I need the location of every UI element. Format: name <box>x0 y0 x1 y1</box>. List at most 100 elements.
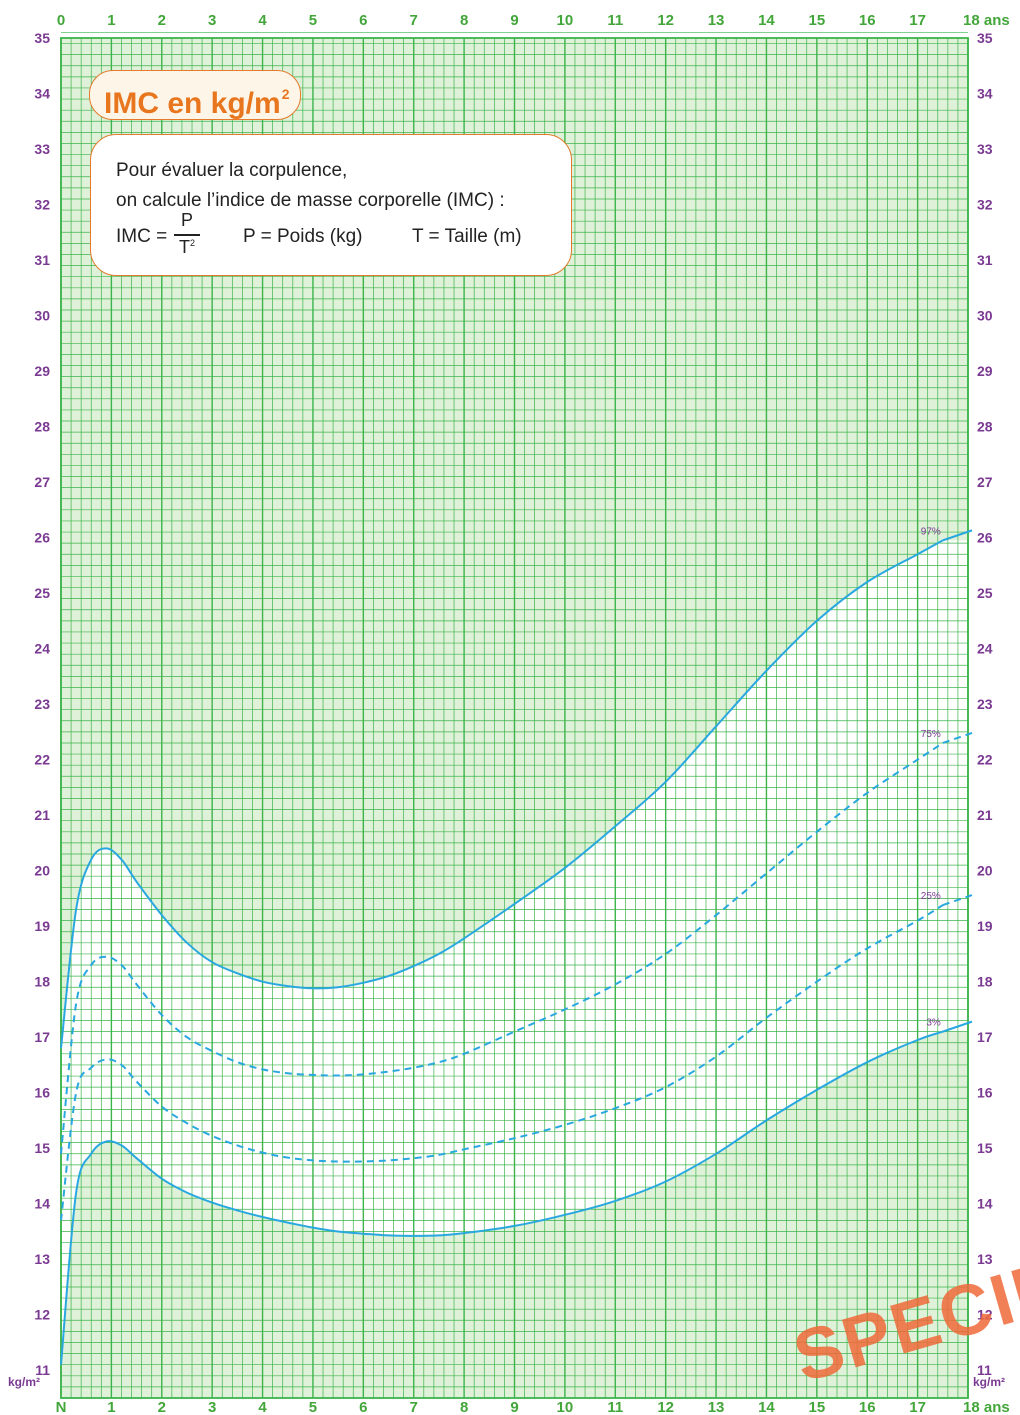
imc-label: IMC = <box>116 226 168 247</box>
y-tick-right: 32 <box>977 197 993 213</box>
x-tick-top: 0 <box>57 12 65 29</box>
y-tick-left: 33 <box>34 141 50 157</box>
y-tick-left: 25 <box>34 585 50 601</box>
y-tick-left: 13 <box>34 1251 50 1267</box>
info-line-2: on calcule l’indice de masse corporelle … <box>116 190 505 211</box>
y-tick-right: 13 <box>977 1251 993 1267</box>
plot-frame <box>60 37 969 1399</box>
chart-title-frame <box>89 70 301 120</box>
imc-formula-box <box>90 134 572 276</box>
y-tick-left: 30 <box>34 308 50 324</box>
y-tick-right: 17 <box>977 1029 993 1045</box>
y-tick-right: 18 <box>977 974 993 990</box>
y-tick-right: 22 <box>977 752 993 768</box>
curve-tail-3pct <box>942 1020 973 1033</box>
percentile-label-97pct: 97% <box>921 526 941 537</box>
y-tick-right: 16 <box>977 1085 993 1101</box>
poids-definition: P = Poids (kg) <box>243 226 363 247</box>
percentile-label-25pct: 25% <box>921 891 941 902</box>
x-tick-top: 16 <box>859 12 876 29</box>
y-tick-left: 14 <box>34 1196 50 1212</box>
x-tick-top: 11 <box>607 12 623 29</box>
x-tick-bottom: 9 <box>510 1399 518 1415</box>
y-tick-left: 31 <box>34 252 50 268</box>
y-tick-right: 33 <box>977 141 993 157</box>
x-tick-top: 12 <box>657 12 674 29</box>
y-tick-right: 31 <box>977 252 993 268</box>
y-tick-left: 23 <box>34 696 50 712</box>
y-tick-left: 18 <box>34 974 50 990</box>
y-unit-right: kg/m² <box>973 1375 1005 1389</box>
x-tick-bottom: 8 <box>460 1399 468 1415</box>
x-tick-top: 13 <box>708 12 725 29</box>
x-tick-bottom: 15 <box>808 1399 825 1415</box>
x-tick-bottom: 10 <box>557 1399 574 1415</box>
y-tick-left: 11 <box>35 1362 50 1378</box>
y-tick-left: 24 <box>34 641 50 657</box>
y-tick-right: 19 <box>977 918 993 934</box>
y-tick-right: 34 <box>977 86 993 102</box>
taille-definition: T = Taille (m) <box>412 226 522 247</box>
y-tick-right: 20 <box>977 863 993 879</box>
curve-3pct <box>60 1030 944 1365</box>
x-tick-top: 15 <box>808 12 825 29</box>
x-tick-top: 14 <box>758 12 775 29</box>
x-tick-bottom: 18 ans <box>963 1399 1010 1415</box>
curve-tail-75pct <box>942 732 973 744</box>
y-tick-right: 28 <box>977 419 993 435</box>
x-tick-bottom: 11 <box>607 1399 623 1415</box>
x-tick-top: 10 <box>557 12 574 29</box>
y-tick-right: 26 <box>977 530 993 546</box>
y-tick-left: 29 <box>34 363 50 379</box>
y-tick-right: 27 <box>977 474 993 490</box>
y-tick-left: 32 <box>34 197 50 213</box>
y-tick-right: 14 <box>977 1196 993 1212</box>
curve-tail-25pct <box>942 894 973 907</box>
x-tick-bottom: 2 <box>158 1399 166 1415</box>
y-tick-left: 34 <box>34 86 50 102</box>
x-tick-top: 8 <box>460 12 468 29</box>
x-tick-bottom: 14 <box>758 1399 775 1415</box>
y-tick-right: 35 <box>977 30 993 46</box>
y-tick-left: 21 <box>34 807 50 823</box>
x-tick-top: 17 <box>909 12 926 29</box>
grid <box>60 32 969 1399</box>
x-tick-bottom: 17 <box>909 1399 926 1415</box>
y-tick-left: 28 <box>34 419 50 435</box>
percentile-curves: 97% 75% 25% 3% <box>60 526 973 1365</box>
formula-denominator: T2 <box>179 237 196 257</box>
y-tick-left: 19 <box>34 918 50 934</box>
y-tick-right: 30 <box>977 308 993 324</box>
curve-tail-97pct <box>942 529 973 542</box>
x-tick-bottom: 7 <box>410 1399 418 1415</box>
y-unit-left: kg/m² <box>8 1375 40 1389</box>
x-tick-bottom: 16 <box>859 1399 876 1415</box>
percentile-label-3pct: 3% <box>926 1018 941 1029</box>
y-tick-left: 22 <box>34 752 50 768</box>
y-tick-right: 15 <box>977 1140 993 1156</box>
info-line-1: Pour évaluer la corpulence, <box>116 160 348 181</box>
x-tick-top: 7 <box>410 12 418 29</box>
x-tick-bottom: 5 <box>309 1399 317 1415</box>
y-tick-right: 25 <box>977 585 993 601</box>
x-tick-top: 4 <box>258 12 267 29</box>
x-tick-top: 6 <box>359 12 367 29</box>
curve-25pct <box>60 904 944 1221</box>
y-tick-right: 23 <box>977 696 993 712</box>
y-tick-left: 26 <box>34 530 50 546</box>
formula-numerator: P <box>181 210 194 230</box>
x-tick-top: 2 <box>158 12 166 29</box>
y-tick-right: 21 <box>977 807 993 823</box>
chart-title: IMC en kg/m2 <box>104 86 290 120</box>
y-tick-right: 12 <box>977 1307 993 1323</box>
y-tick-left: 12 <box>34 1307 50 1323</box>
x-tick-top: 18 ans <box>963 12 1010 29</box>
y-tick-left: 17 <box>34 1029 50 1045</box>
x-tick-bottom: N <box>56 1399 67 1415</box>
x-tick-top: 9 <box>510 12 518 29</box>
y-tick-right: 29 <box>977 363 993 379</box>
x-tick-top: 1 <box>107 12 115 29</box>
percentile-label-75pct: 75% <box>921 729 941 740</box>
y-tick-left: 15 <box>34 1140 50 1156</box>
